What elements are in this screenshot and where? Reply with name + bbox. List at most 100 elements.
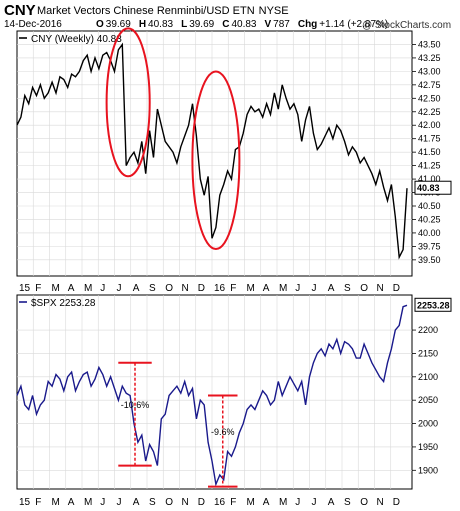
cny-series-line (16, 42, 408, 260)
spx-series-line (16, 304, 408, 487)
cny-month-label: J (117, 283, 122, 294)
description-text: Market Vectors Chinese Renminbi/USD ETN (37, 5, 255, 17)
spx-y-tick-label: 2000 (418, 419, 438, 429)
quote-key-c: C (222, 19, 230, 30)
spx-month-label: J (295, 497, 300, 508)
spx-month-label: M (84, 497, 92, 508)
cny-y-tick-label: 41.50 (418, 147, 441, 157)
cny-y-tick-label: 41.75 (418, 134, 441, 144)
copyright-label: @ StockCharts.com (362, 20, 452, 31)
spx-month-label: 16 (214, 497, 226, 508)
cny-y-tick-label: 41.25 (418, 161, 441, 171)
cny-month-label: J (100, 283, 105, 294)
cny-last-value-label: 40.83 (417, 183, 440, 193)
spx-month-label: S (149, 497, 156, 508)
quote-value-l: 39.69 (189, 19, 215, 30)
drawdown-1-label: -10.6% (121, 400, 150, 410)
spx-month-label: M (247, 497, 255, 508)
cny-month-label: N (377, 283, 384, 294)
cny-month-label: F (35, 283, 41, 294)
cny-y-tick-label: 40.25 (418, 214, 441, 224)
spx-legend-label: $SPX 2253.28 (31, 298, 96, 309)
cny-month-label: 16 (214, 283, 226, 294)
quote-key-l: L (181, 19, 188, 30)
cny-month-label: D (198, 283, 205, 294)
cny-legend-label: CNY (Weekly) 40.83 (31, 34, 122, 45)
spx-month-label: D (393, 497, 400, 508)
cny-month-label: O (165, 283, 173, 294)
cny-month-label: M (52, 283, 60, 294)
spx-month-label: D (198, 497, 205, 508)
spx-month-label: J (100, 497, 105, 508)
spx-month-label: J (117, 497, 122, 508)
cny-month-label: M (247, 283, 255, 294)
spx-month-label: F (35, 497, 41, 508)
ticker-symbol: CNY (4, 2, 36, 19)
cny-month-label: 15 (19, 283, 31, 294)
quote-value-o: 39.69 (105, 19, 131, 30)
cny-month-label: D (393, 283, 400, 294)
cny-y-tick-label: 41.00 (418, 174, 441, 184)
highlight-ellipse-1 (105, 27, 151, 178)
spx-y-tick-label: 1950 (418, 442, 438, 452)
quote-key-h: H (138, 19, 147, 30)
cny-y-tick-label: 43.25 (418, 53, 441, 63)
spx-last-value-box (414, 297, 452, 312)
spx-month-label: N (377, 497, 384, 508)
cny-y-tick-label: 43.50 (418, 39, 441, 49)
quote-key-chg: Chg (297, 19, 318, 30)
exchange-label: NYSE (258, 5, 289, 17)
cny-month-label: J (295, 283, 300, 294)
spx-month-label: M (52, 497, 60, 508)
spx-month-label: F (230, 497, 236, 508)
quote-value-c: 40.83 (231, 19, 257, 30)
spx-y-tick-label: 2150 (418, 348, 438, 358)
cny-y-tick-label: 42.50 (418, 93, 441, 103)
cny-month-label: A (133, 283, 140, 294)
spx-y-tick-label: 2050 (418, 395, 438, 405)
quote-key-o: O (96, 19, 104, 30)
spx-month-label: S (344, 497, 351, 508)
quote-value-h: 40.83 (148, 19, 174, 30)
cny-y-tick-label: 42.00 (418, 120, 441, 130)
quote-bar: O 39.69 H 40.83 L 39.69 C 40.83 V 787 Chg +1.14 (+2… (96, 19, 396, 30)
cny-month-label: S (344, 283, 351, 294)
security-description: Market Vectors Chinese Renminbi/USD ETN N… (37, 5, 289, 17)
cny-y-tick-label: 42.25 (418, 107, 441, 117)
cny-month-label: S (149, 283, 156, 294)
cny-y-tick-label: 42.75 (418, 80, 441, 90)
spx-month-label: A (328, 497, 335, 508)
spx-month-label: A (68, 497, 75, 508)
spx-last-value-label: 2253.28 (417, 300, 450, 310)
spx-month-label: A (133, 497, 140, 508)
spx-month-label: N (182, 497, 189, 508)
quote-value-v: 787 (273, 19, 290, 30)
spx-month-label: 15 (19, 497, 31, 508)
cny-month-label: N (182, 283, 189, 294)
spx-y-tick-label: 2100 (418, 372, 438, 382)
quote-value-chg: +1.14 (+2.87%) (319, 19, 389, 30)
spx-month-label: J (312, 497, 317, 508)
spx-month-label: A (263, 497, 270, 508)
cny-month-label: M (84, 283, 92, 294)
cny-month-label: A (68, 283, 75, 294)
spx-month-label: M (279, 497, 287, 508)
cny-y-tick-label: 40.50 (418, 201, 441, 211)
cny-plot-frame (16, 30, 413, 277)
quote-date: 14-Dec-2016 (4, 19, 62, 30)
spx-plot-frame (16, 294, 413, 490)
quote-key-v: V (264, 19, 272, 30)
spx-y-tick-label: 1900 (418, 465, 438, 475)
cny-month-label: J (312, 283, 317, 294)
cny-y-tick-label: 39.50 (418, 255, 441, 265)
spx-month-label: O (165, 497, 173, 508)
cny-y-tick-label: 43.00 (418, 66, 441, 76)
cny-month-label: M (279, 283, 287, 294)
cny-y-tick-label: 40.00 (418, 228, 441, 238)
spx-y-tick-label: 2200 (418, 325, 438, 335)
cny-month-label: A (263, 283, 270, 294)
cny-month-label: F (230, 283, 236, 294)
drawdown-2-label: -9.6% (211, 427, 235, 437)
cny-month-label: O (360, 283, 368, 294)
